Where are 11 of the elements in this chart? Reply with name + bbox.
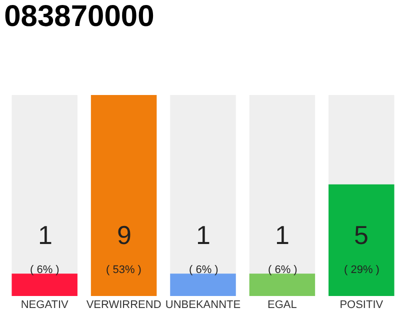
data-label: 9 ( 53% ) xyxy=(106,220,142,276)
chart-title: 083870000 xyxy=(4,0,154,33)
x-tick-label: EGAL xyxy=(268,299,297,311)
data-label: 1 ( 6% ) xyxy=(189,220,218,276)
x-tick-label: NEGATIV xyxy=(20,299,69,311)
x-tick-label: UNBEKANNTE xyxy=(165,299,241,311)
data-label: 1 ( 6% ) xyxy=(30,220,60,276)
x-tick-label: POSITIV xyxy=(340,299,384,311)
x-tick-label: VERWIRREND xyxy=(86,299,162,311)
data-label: 1 ( 6% ) xyxy=(268,220,298,276)
data-label: 5 ( 29% ) xyxy=(344,220,380,276)
